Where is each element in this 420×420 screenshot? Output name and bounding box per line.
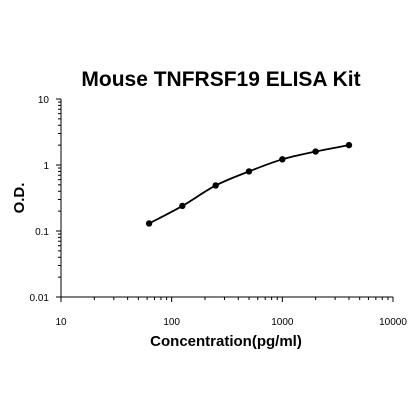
data-point [212, 182, 219, 189]
data-point [179, 202, 186, 210]
y-axis-label: O.D. [11, 183, 28, 214]
data-point [345, 141, 353, 149]
data-point [279, 156, 286, 163]
x-tick-label: 10000 [379, 317, 407, 328]
y-tick-label: 10 [38, 95, 50, 106]
y-tick-label: 0.01 [30, 293, 50, 304]
x-tick-label: 1000 [271, 317, 294, 328]
x-tick-label: 10 [55, 317, 67, 328]
x-axis-label: Concentration(pg/ml) [150, 333, 302, 350]
data-point [245, 168, 253, 175]
data-point [312, 148, 319, 155]
chart-title: Mouse TNFRSF19 ELISA Kit [81, 68, 360, 91]
data-point [145, 220, 153, 227]
series-curve [148, 144, 350, 225]
x-tick-label: 100 [163, 317, 180, 328]
plot-area: 0.01 0.1 1 10 10 100 1000 10000 [30, 95, 408, 328]
y-tick-label: 0.1 [35, 227, 49, 238]
y-tick-label: 1 [43, 161, 49, 172]
